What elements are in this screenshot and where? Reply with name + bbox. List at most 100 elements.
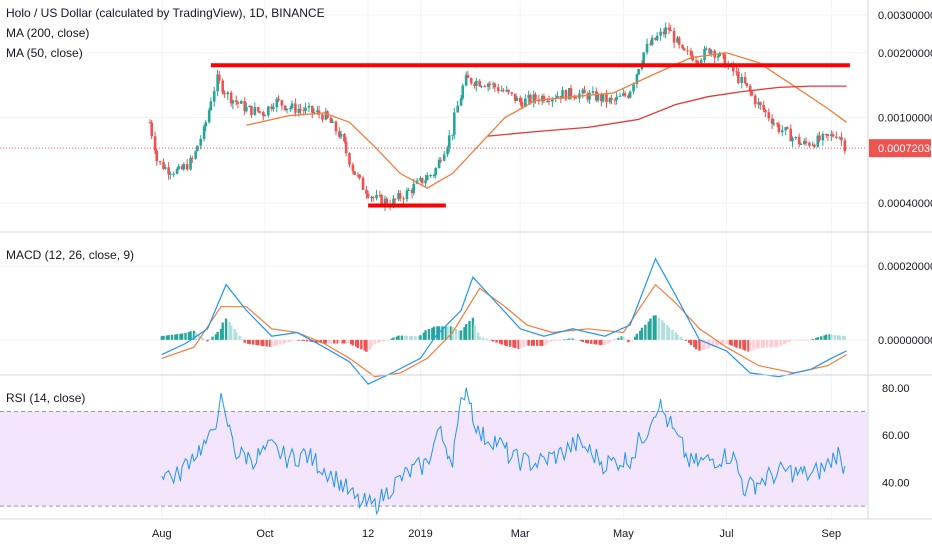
candle-body [385,198,388,205]
macd-histogram-bar [527,339,530,346]
candle-body [753,95,757,105]
candle-body [632,83,635,92]
macd-histogram-bar [356,339,360,349]
candle-body [551,98,554,102]
macd-histogram-bar [693,339,696,348]
rsi-pane [0,387,867,515]
candle-body [297,108,301,113]
candle-body [838,137,842,139]
macd-histogram-bar [557,339,561,341]
candle-body [574,97,578,99]
macd-histogram-bar [579,339,583,342]
macd-histogram-bar [728,339,732,345]
candle-body [642,52,645,64]
candle-body [236,102,240,104]
x-axis-tick-label: Oct [256,528,273,540]
ma200-legend-label[interactable]: MA (200, close) [6,26,90,40]
candle-body [750,91,754,96]
macd-histogram-bar [492,339,495,342]
macd-histogram-bar [635,333,639,340]
macd-histogram-bar [500,339,503,345]
candle-body [267,106,270,116]
macd-legend-label[interactable]: MACD (12, 26, close, 9) [6,248,135,262]
macd-histogram-bar [314,339,317,343]
macd-histogram-bar [485,338,488,340]
macd-histogram-bar [297,339,300,341]
macd-histogram-bar [441,326,444,340]
last-price-tag [869,139,931,158]
candle-body [209,101,213,111]
candle-body [294,103,297,113]
x-axis-tick-label: Jul [719,528,733,540]
macd-histogram-bar [338,339,341,344]
macd-histogram-bar [235,332,238,340]
candle-body [270,106,274,109]
macd-histogram-bar [476,332,480,340]
candle-body [289,108,292,110]
candle-body [311,105,314,113]
macd-histogram-bar [721,339,725,345]
candle-body [650,37,654,45]
macd-histogram-bar [424,330,427,340]
macd-histogram-bar [336,339,339,344]
macd-histogram-bar [830,334,833,340]
candle-body [194,151,197,159]
macd-histogram-bar [508,339,512,347]
candle-body [588,92,591,100]
candle-body [505,89,509,92]
candle-body [275,98,279,107]
macd-histogram-bar [711,339,715,348]
candle-body [830,134,833,136]
candle-body [527,95,531,99]
macd-histogram-bar [167,335,170,340]
macd-histogram-bar [627,339,630,343]
macd-axis-tick-label: 0.00000000 [878,335,932,347]
macd-histogram-bar [539,339,542,346]
macd-histogram-bar [432,326,436,340]
macd-histogram-bar [446,326,449,340]
macd-histogram-bar [207,339,211,340]
candle-body [356,174,360,176]
macd-histogram-bar [329,339,333,344]
macd-histogram-bar [843,336,847,340]
candle-body [676,37,679,43]
price-legend: Holo / US Dollar (calculated by TradingV… [6,3,325,63]
macd-histogram-bar [662,322,666,340]
macd-histogram-bar [738,339,742,349]
candle-body [613,99,617,101]
macd-histogram-bar [390,338,393,340]
macd-histogram-bar [368,339,371,350]
macd-histogram-bar [162,335,165,340]
ma50-legend-label[interactable]: MA (50, close) [6,46,83,60]
candle-body [843,140,847,152]
candle-body [821,134,825,141]
candle-body [770,118,774,124]
candle-body [777,124,781,133]
macd-histogram-bar [410,335,414,340]
macd-histogram-bar [257,339,260,346]
macd-histogram-bar [681,338,684,340]
candle-body [365,189,368,194]
candle-body [737,71,740,83]
candle-body [586,93,590,100]
macd-histogram-bar [246,339,250,344]
candle-body [366,193,370,198]
candle-body [207,110,211,123]
candle-body [510,92,514,94]
candle-body [218,74,221,81]
candle-body [840,137,843,141]
macd-histogram-bar [373,339,377,344]
rsi-legend-label[interactable]: RSI (14, close) [6,391,86,405]
price-legend-title[interactable]: Holo / US Dollar (calculated by TradingV… [6,6,325,20]
macd-histogram-bar [197,335,201,340]
macd-histogram-bar [760,339,764,348]
macd-histogram-bar [322,339,326,344]
candle-body [529,95,532,103]
candle-body [561,90,564,99]
candle-body [312,111,316,113]
macd-histogram-bar [522,339,525,348]
macd-histogram-bar [825,334,828,340]
macd-histogram-bar [360,339,363,350]
macd-histogram-bar [454,328,458,340]
macd-histogram-bar [160,336,164,340]
